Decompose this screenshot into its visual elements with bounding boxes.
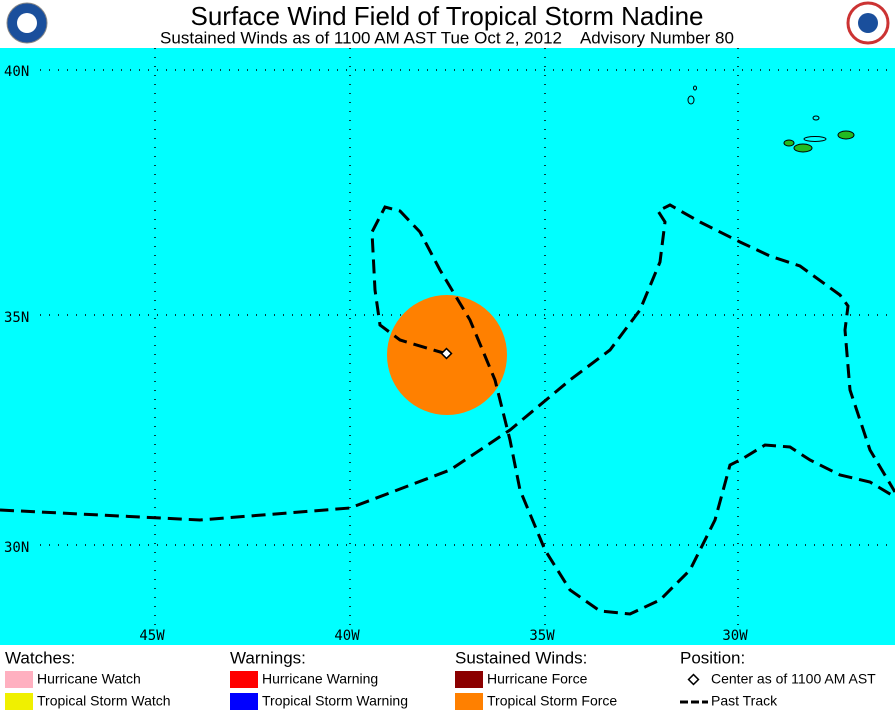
legend-title: Position: xyxy=(680,648,745,667)
lon-label: 40W xyxy=(334,628,360,644)
storm-center xyxy=(440,347,453,360)
island xyxy=(803,136,827,142)
swatch xyxy=(455,693,483,710)
islands xyxy=(687,85,855,153)
graticule xyxy=(40,48,895,625)
legend-title: Watches: xyxy=(5,648,75,667)
legend-item: Tropical Storm Watch xyxy=(37,693,171,709)
lon-label: 30W xyxy=(722,628,748,644)
swatch xyxy=(5,671,33,688)
legend-item: Hurricane Watch xyxy=(37,671,141,687)
swatch xyxy=(455,671,483,688)
island xyxy=(812,115,820,121)
title: Surface Wind Field of Tropical Storm Nad… xyxy=(191,1,704,31)
legend-item: Past Track xyxy=(711,693,778,709)
island xyxy=(837,130,855,140)
legend-item: Hurricane Warning xyxy=(262,671,378,687)
legend-title: Sustained Winds: xyxy=(455,648,587,667)
lat-label: 30N xyxy=(4,540,29,556)
swatch xyxy=(230,671,258,688)
track-segment xyxy=(370,205,895,616)
legend-item: Hurricane Force xyxy=(487,671,588,687)
island xyxy=(693,85,697,91)
lat-label: 35N xyxy=(4,310,29,326)
island xyxy=(687,95,695,105)
island xyxy=(783,139,795,147)
lon-label: 35W xyxy=(529,628,555,644)
legend-item: Tropical Storm Warning xyxy=(262,693,408,709)
swatch xyxy=(230,693,258,710)
center-symbol xyxy=(687,673,700,686)
swatch xyxy=(5,693,33,710)
past-track xyxy=(0,203,895,616)
legend-item: Center as of 1100 AM AST xyxy=(711,671,876,687)
noaa-logo-inner xyxy=(17,13,37,33)
nws-logo-inner xyxy=(858,13,878,33)
subtitle: Sustained Winds as of 1100 AM AST Tue Oc… xyxy=(160,28,734,47)
legend-title: Warnings: xyxy=(230,648,306,667)
track-segment xyxy=(0,203,895,522)
island xyxy=(793,143,813,153)
lat-label: 40N xyxy=(4,64,29,80)
lon-label: 45W xyxy=(139,628,165,644)
legend-item: Tropical Storm Force xyxy=(487,693,617,709)
